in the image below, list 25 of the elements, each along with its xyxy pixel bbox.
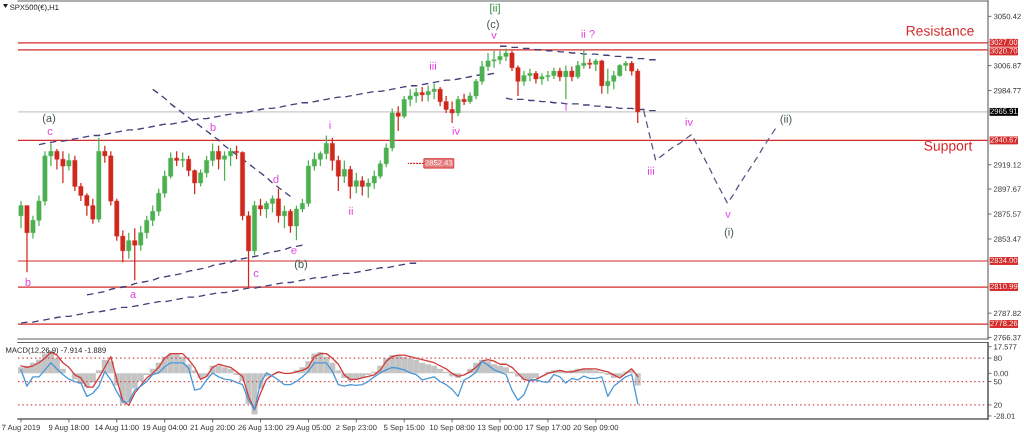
annotation: ii	[349, 206, 353, 215]
annotation: i	[565, 102, 567, 111]
annotation: i	[329, 120, 331, 129]
annotation: iv	[452, 126, 460, 135]
annotation: b	[25, 277, 31, 286]
annotation: c	[253, 270, 259, 277]
annotation: (i)	[724, 227, 734, 239]
annotation: iii	[430, 61, 436, 70]
annotation: Support	[924, 140, 973, 154]
annotation: (b)	[294, 259, 308, 271]
annotation: (ii)	[780, 114, 792, 126]
annotation: a	[130, 291, 137, 298]
annotation: iv	[685, 117, 693, 126]
annotation: d	[273, 174, 279, 183]
annotation: b	[210, 122, 216, 131]
annotation: (a)	[42, 113, 56, 125]
annotation: (c)	[487, 19, 499, 31]
annotation: ii ?	[581, 29, 595, 38]
annotation: Resistance	[906, 25, 974, 36]
annotation: e	[291, 247, 297, 254]
annotation: [ii]	[490, 3, 500, 15]
annotation: c	[47, 128, 53, 135]
annotation: iii	[648, 166, 654, 175]
annotation: v	[491, 33, 497, 39]
annotation: v	[725, 212, 731, 218]
